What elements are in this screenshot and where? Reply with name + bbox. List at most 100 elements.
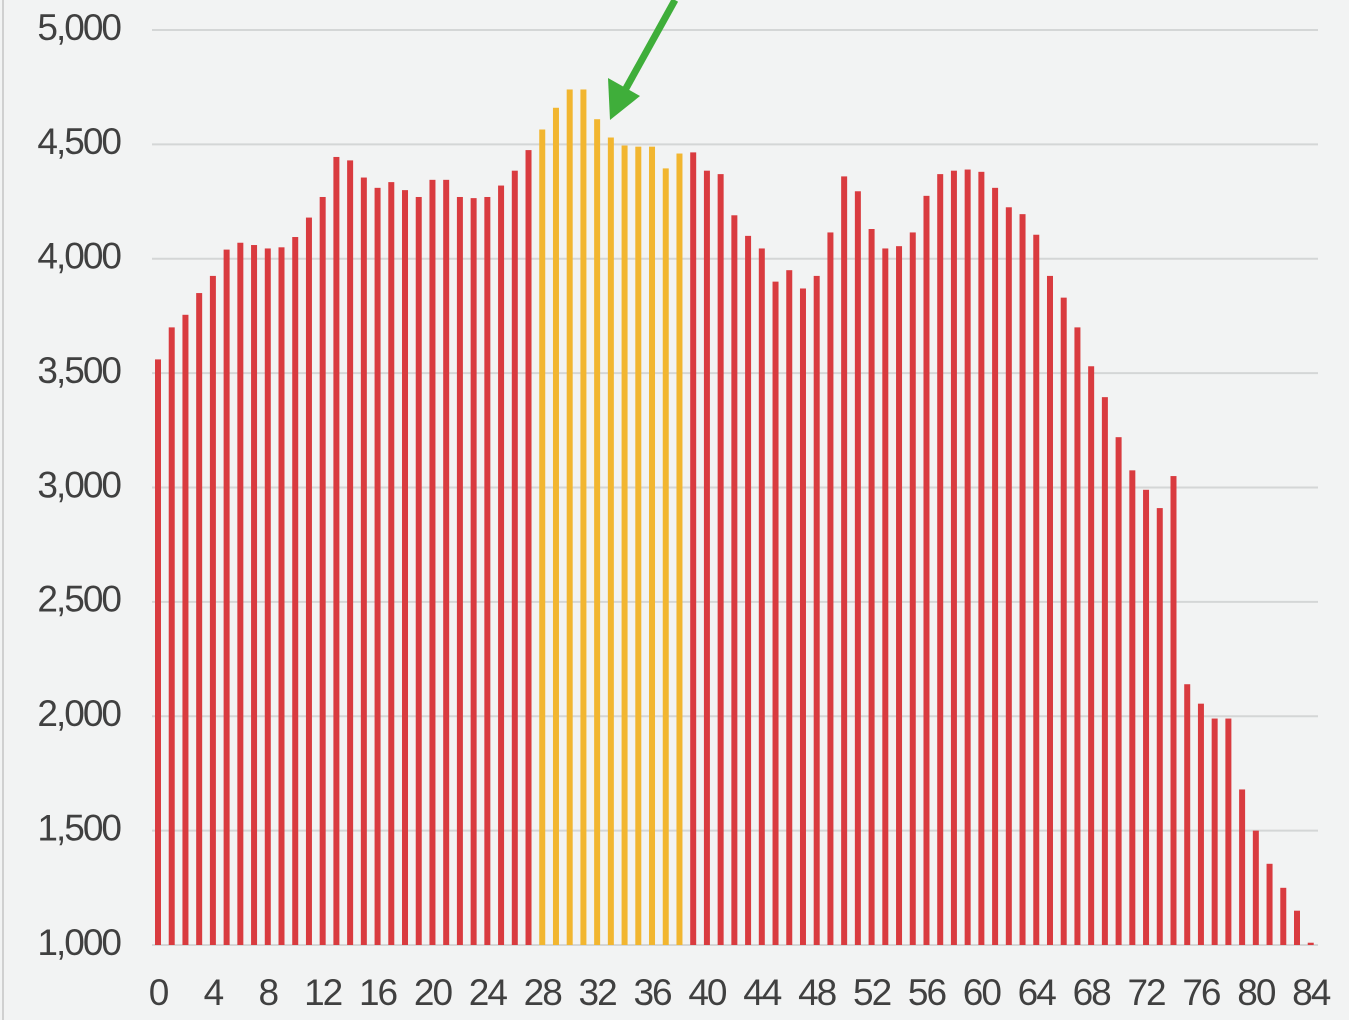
bar	[594, 119, 601, 945]
bar	[854, 191, 861, 946]
bar	[1019, 214, 1026, 946]
bar	[443, 179, 450, 946]
bar	[566, 89, 573, 946]
bar	[690, 152, 697, 946]
x-tick-label: 16	[359, 972, 397, 1013]
bar	[896, 246, 903, 945]
bar	[511, 170, 518, 945]
y-tick-label: 2,000	[37, 693, 121, 734]
bar	[292, 237, 299, 946]
x-tick-label: 36	[633, 972, 671, 1013]
bar	[456, 196, 463, 946]
x-tick-label: 80	[1237, 972, 1276, 1013]
bar	[470, 198, 477, 946]
bar	[745, 235, 752, 945]
bar	[580, 89, 587, 946]
bar	[950, 170, 957, 945]
bar	[923, 195, 930, 945]
x-tick-label: 4	[204, 972, 224, 1013]
y-tick-label: 1,500	[37, 807, 121, 848]
bar	[799, 288, 806, 945]
bar	[1101, 397, 1108, 945]
y-tick-label: 3,000	[37, 464, 121, 505]
y-tick-label: 4,000	[37, 236, 121, 277]
x-tick-label: 32	[579, 972, 617, 1013]
x-tick-label: 68	[1073, 972, 1111, 1013]
bar	[223, 249, 230, 946]
bar	[841, 176, 848, 945]
bar	[635, 146, 642, 946]
bar	[484, 196, 491, 946]
bar	[1156, 508, 1163, 945]
x-tick-label: 48	[798, 972, 836, 1013]
bar	[1046, 275, 1053, 945]
bar	[182, 314, 189, 945]
bar	[168, 327, 175, 945]
bar	[1266, 863, 1273, 945]
bar	[1005, 207, 1012, 945]
bar	[429, 179, 436, 946]
x-tick-label: 56	[908, 972, 946, 1013]
bar	[539, 129, 546, 946]
x-tick-label: 12	[304, 972, 342, 1013]
x-tick-label: 8	[258, 972, 277, 1013]
bar	[1033, 234, 1040, 945]
x-tick-label: 64	[1018, 972, 1057, 1013]
bar	[909, 232, 916, 946]
bar	[1239, 789, 1246, 945]
bar	[868, 229, 875, 945]
bar	[1280, 887, 1287, 945]
annotation-arrow	[608, 0, 679, 120]
x-tick-label: 0	[149, 972, 169, 1013]
bar	[525, 150, 532, 945]
bar	[607, 137, 614, 945]
x-tick-label: 52	[853, 972, 891, 1013]
x-tick-label: 28	[524, 972, 562, 1013]
bar	[1143, 489, 1150, 945]
bar	[278, 247, 285, 945]
x-tick-label: 20	[414, 972, 453, 1013]
bar	[676, 153, 683, 945]
bar	[992, 187, 999, 945]
bar	[319, 196, 326, 946]
bar	[662, 168, 669, 946]
bar	[1184, 684, 1191, 945]
bar	[415, 196, 422, 946]
bar	[649, 146, 656, 946]
bar	[1211, 718, 1218, 945]
bar	[827, 232, 834, 946]
bar	[1060, 297, 1067, 945]
bar	[621, 145, 628, 946]
bar	[1225, 718, 1232, 945]
bar	[347, 160, 354, 945]
bar	[1170, 476, 1177, 945]
bar	[813, 275, 820, 945]
bar	[731, 215, 738, 946]
bar	[1307, 942, 1314, 945]
bar	[882, 248, 889, 946]
bar	[196, 293, 203, 945]
bar	[978, 171, 985, 945]
bar	[237, 242, 244, 946]
y-tick-label: 4,500	[37, 121, 121, 162]
x-tick-label: 72	[1127, 972, 1165, 1013]
bar	[264, 248, 271, 946]
y-tick-label: 3,500	[37, 350, 121, 391]
bar	[498, 185, 505, 946]
bar	[717, 174, 724, 946]
bar	[758, 248, 765, 946]
bar	[209, 275, 216, 945]
y-tick-label: 2,500	[37, 579, 121, 620]
bar	[1074, 327, 1081, 945]
bar	[937, 174, 944, 946]
bar	[1252, 830, 1259, 945]
bar	[333, 156, 340, 946]
bar	[402, 190, 409, 945]
bar	[360, 177, 367, 945]
bar	[1115, 437, 1122, 945]
bar	[552, 107, 559, 945]
bar	[251, 245, 258, 945]
x-tick-label: 40	[688, 972, 727, 1013]
bar	[388, 182, 395, 945]
